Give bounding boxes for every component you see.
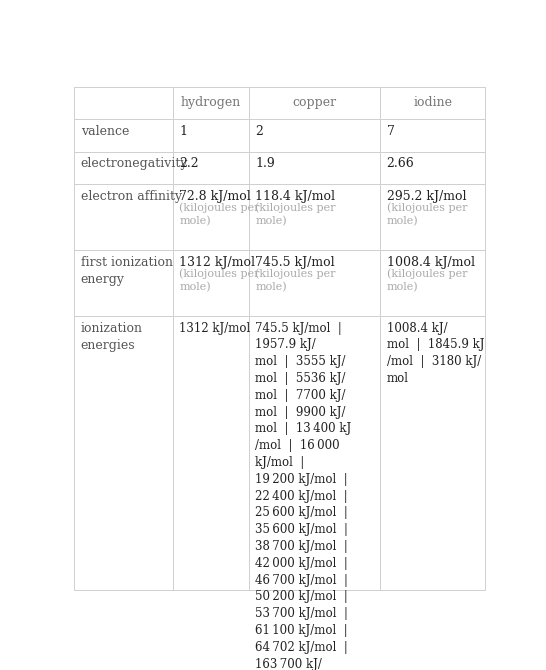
Text: 1008.4 kJ/mol: 1008.4 kJ/mol (387, 256, 474, 269)
Text: copper: copper (293, 96, 337, 109)
Text: 7: 7 (387, 125, 395, 137)
Bar (381, 152, 485, 184)
Text: (kilojoules per
mole): (kilojoules per mole) (179, 202, 260, 226)
Bar (74, 251, 173, 316)
Bar (74, 119, 173, 152)
Text: (kilojoules per
mole): (kilojoules per mole) (387, 268, 467, 291)
Text: (kilojoules per
mole): (kilojoules per mole) (255, 268, 336, 291)
Bar (173, 316, 249, 590)
Bar (249, 152, 381, 184)
Text: (kilojoules per
mole): (kilojoules per mole) (387, 202, 467, 226)
Bar (381, 316, 485, 590)
Bar (74, 184, 173, 251)
Text: hydrogen: hydrogen (181, 96, 241, 109)
Bar (249, 251, 381, 316)
Text: 2.2: 2.2 (179, 157, 199, 170)
Bar (173, 119, 249, 152)
Bar (74, 316, 173, 590)
Text: 2: 2 (255, 125, 263, 137)
Text: 1.9: 1.9 (255, 157, 275, 170)
Text: electron affinity: electron affinity (81, 190, 182, 203)
Bar (173, 86, 249, 119)
Bar (381, 86, 485, 119)
Text: valence: valence (81, 125, 129, 137)
Bar (74, 86, 173, 119)
Bar (249, 184, 381, 251)
Bar (381, 251, 485, 316)
Bar (173, 152, 249, 184)
Bar (249, 119, 381, 152)
Text: (kilojoules per
mole): (kilojoules per mole) (179, 268, 260, 291)
Bar (381, 119, 485, 152)
Text: 1008.4 kJ/
mol  |  1845.9 kJ
/mol  |  3180 kJ/
mol: 1008.4 kJ/ mol | 1845.9 kJ /mol | 3180 k… (387, 322, 484, 385)
Text: 2.66: 2.66 (387, 157, 414, 170)
Text: iodine: iodine (413, 96, 452, 109)
Bar (173, 251, 249, 316)
Text: 745.5 kJ/mol  |
1957.9 kJ/
mol  |  3555 kJ/
mol  |  5536 kJ/
mol  |  7700 kJ/
mo: 745.5 kJ/mol | 1957.9 kJ/ mol | 3555 kJ/… (255, 322, 352, 670)
Bar (249, 86, 381, 119)
Text: electronegativity: electronegativity (81, 157, 188, 170)
Text: ionization
energies: ionization energies (81, 322, 143, 352)
Text: 1312 kJ/mol: 1312 kJ/mol (179, 322, 251, 334)
Bar (381, 184, 485, 251)
Text: first ionization
energy: first ionization energy (81, 256, 173, 285)
Text: 1: 1 (179, 125, 187, 137)
Text: (kilojoules per
mole): (kilojoules per mole) (255, 202, 336, 226)
Text: 72.8 kJ/mol: 72.8 kJ/mol (179, 190, 251, 203)
Bar (173, 184, 249, 251)
Bar (249, 316, 381, 590)
Text: 1312 kJ/mol: 1312 kJ/mol (179, 256, 255, 269)
Text: 295.2 kJ/mol: 295.2 kJ/mol (387, 190, 466, 203)
Text: 118.4 kJ/mol: 118.4 kJ/mol (255, 190, 335, 203)
Bar (74, 152, 173, 184)
Text: 745.5 kJ/mol: 745.5 kJ/mol (255, 256, 335, 269)
